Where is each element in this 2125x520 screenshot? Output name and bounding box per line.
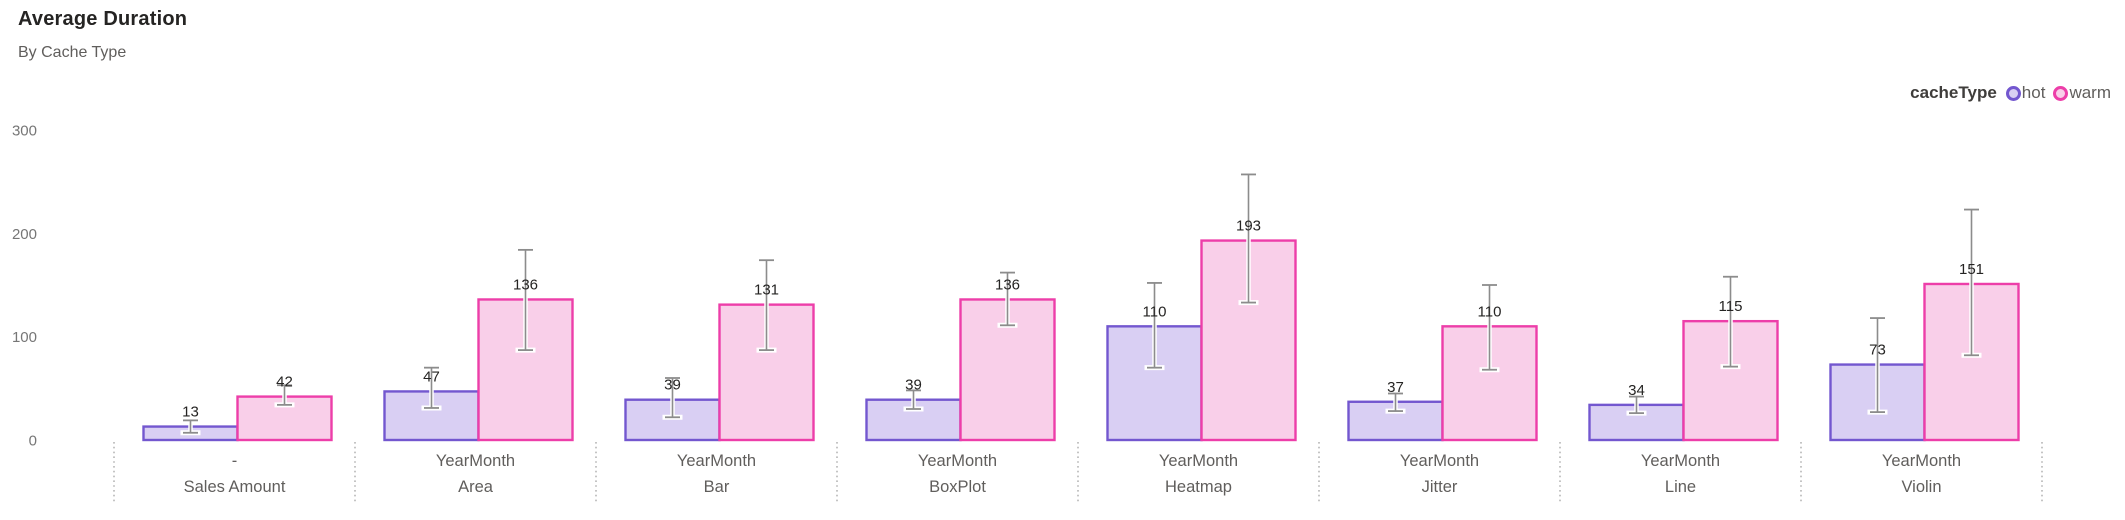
- category-label-line1: YearMonth: [1882, 452, 1961, 470]
- legend-item-hot[interactable]: hot: [2005, 83, 2046, 103]
- value-label-hot: 13: [182, 404, 199, 421]
- value-label-hot: 34: [1628, 382, 1645, 399]
- category-label-line2: Heatmap: [1165, 478, 1232, 496]
- value-label-hot: 39: [664, 377, 681, 394]
- value-label-hot: 39: [905, 377, 922, 394]
- value-label-warm: 42: [276, 374, 293, 391]
- category-label-line2: Area: [458, 478, 494, 496]
- legend-item-warm[interactable]: warm: [2053, 83, 2111, 103]
- category-label-line1: YearMonth: [677, 452, 756, 470]
- value-label-warm: 193: [1236, 218, 1261, 235]
- value-label-hot: 110: [1143, 303, 1167, 320]
- value-label-warm: 136: [995, 276, 1020, 293]
- category-label-line2: Line: [1665, 478, 1696, 496]
- bar-hot-area[interactable]: [383, 390, 480, 442]
- value-label-warm: 136: [513, 276, 538, 293]
- category-label-line1: YearMonth: [1159, 452, 1238, 470]
- value-label-hot: 47: [423, 368, 440, 385]
- category-label-line2: BoxPlot: [929, 478, 986, 496]
- chart-subtitle: By Cache Type: [18, 44, 127, 61]
- legend-items: hot warm: [2005, 83, 2111, 103]
- category-label-line1: YearMonth: [1641, 452, 1720, 470]
- legend-item-label: warm: [2069, 83, 2111, 102]
- category-label-line2: Bar: [704, 478, 730, 496]
- y-tick-label: 0: [29, 433, 37, 450]
- category-label-line1: YearMonth: [918, 452, 997, 470]
- legend-item-label: hot: [2021, 83, 2046, 102]
- category-label-line2: Violin: [1901, 478, 1941, 496]
- value-label-hot: 37: [1387, 379, 1404, 396]
- category-label-line1: -: [232, 452, 238, 470]
- value-label-warm: 131: [754, 282, 779, 299]
- category-label-line1: YearMonth: [1400, 452, 1479, 470]
- chart-title: Average Duration: [18, 8, 188, 30]
- category-label-line2: Jitter: [1422, 478, 1458, 496]
- category-label-line1: YearMonth: [436, 452, 515, 470]
- category-label-line2: Sales Amount: [184, 478, 286, 496]
- legend: cacheType hot warm: [1910, 83, 2111, 103]
- legend-title: cacheType: [1910, 83, 1997, 102]
- value-label-warm: 115: [1719, 298, 1743, 315]
- y-tick-label: 300: [12, 123, 37, 140]
- value-label-hot: 73: [1869, 342, 1886, 359]
- legend-swatch-icon: [2053, 85, 2069, 101]
- y-tick-label: 100: [12, 329, 37, 346]
- value-label-warm: 110: [1478, 303, 1502, 320]
- legend-swatch-icon: [2005, 85, 2021, 101]
- y-tick-label: 200: [12, 226, 37, 243]
- value-label-warm: 151: [1959, 261, 1984, 278]
